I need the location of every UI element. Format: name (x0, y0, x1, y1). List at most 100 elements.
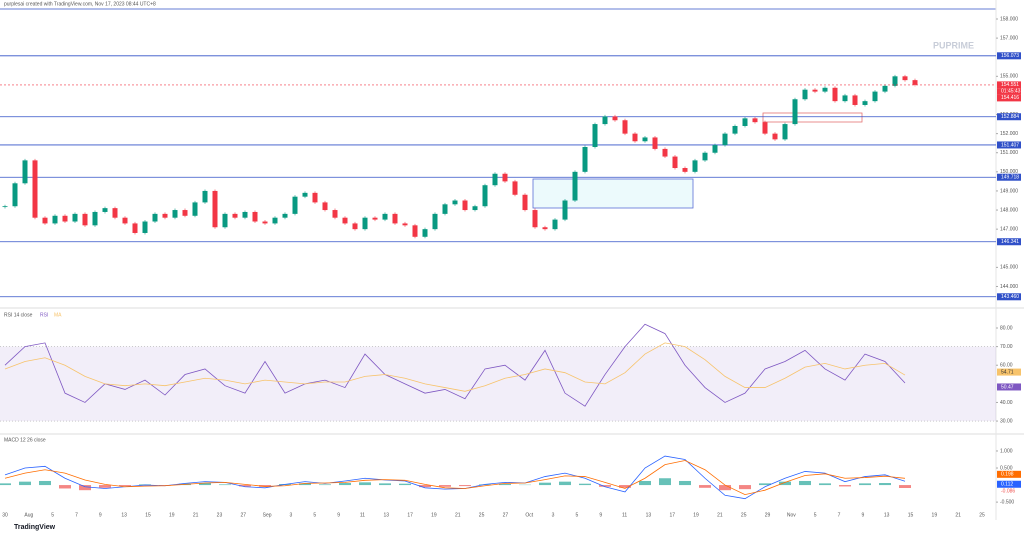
x-tick-label: 11 (622, 512, 627, 518)
y-tick-label: 147.000 (1000, 226, 1018, 232)
histogram-bar (79, 485, 91, 490)
x-tick-label: 30 (2, 512, 8, 518)
x-tick-label: 5 (51, 512, 54, 518)
y-tick-label: 151.000 (1000, 150, 1018, 156)
candle (733, 126, 738, 134)
y-tick-label: 0.500 (1000, 465, 1013, 471)
candle (183, 210, 188, 216)
candle (23, 160, 28, 183)
histogram-bar (59, 485, 71, 488)
candle (233, 214, 238, 218)
histogram-bar (399, 484, 411, 485)
x-tick-label: 19 (932, 512, 938, 518)
y-tick-label: 158.000 (1000, 16, 1018, 22)
histogram-bar (219, 484, 231, 485)
x-tick-label: 9 (599, 512, 602, 518)
x-tick-label: 25 (479, 512, 485, 518)
y-tick-label: 148.000 (1000, 207, 1018, 213)
candle (33, 160, 38, 217)
candle (623, 120, 628, 133)
x-tick-label: 17 (669, 512, 675, 518)
candle (143, 222, 148, 233)
x-tick-label: 21 (455, 512, 461, 518)
histogram-bar (539, 483, 551, 485)
histogram-bar (879, 483, 891, 485)
candle (583, 147, 588, 172)
candle (593, 124, 598, 147)
x-tick-label: 5 (576, 512, 579, 518)
candle (513, 181, 518, 194)
candle (833, 88, 838, 101)
candle (853, 95, 858, 105)
x-tick-label: 13 (646, 512, 652, 518)
watermark: PUPRIME (933, 40, 974, 50)
candle (553, 220, 558, 230)
candle (683, 168, 688, 172)
value-label: -0.086 (1001, 489, 1015, 495)
candle (53, 216, 58, 224)
y-tick-label: 149.000 (1000, 188, 1018, 194)
x-tick-label: 3 (552, 512, 555, 518)
candle (653, 137, 658, 148)
signal-line (5, 461, 905, 495)
x-tick-label: 11 (360, 512, 365, 518)
candle (613, 116, 618, 120)
y-tick-label: 155.000 (1000, 74, 1018, 80)
candle (443, 204, 448, 214)
legend-entry: MA (54, 312, 62, 318)
histogram-bar (839, 485, 851, 486)
candle (753, 118, 758, 122)
candle (223, 214, 228, 227)
x-tick-label: 13 (121, 512, 127, 518)
candle (83, 214, 88, 225)
candle (483, 185, 488, 206)
price-tag-label: 149.718 (1001, 175, 1019, 181)
candle (913, 80, 918, 85)
candle (633, 134, 638, 142)
histogram-bar (899, 485, 911, 488)
candle (383, 214, 388, 220)
histogram-bar (699, 485, 711, 488)
y-tick-label: 30.00 (1000, 418, 1013, 424)
candle (743, 118, 748, 126)
x-tick-label: 21 (955, 512, 961, 518)
histogram-bar (579, 484, 591, 485)
x-tick-label: 21 (717, 512, 723, 518)
candle (703, 153, 708, 161)
histogram-bar (19, 482, 31, 485)
histogram-bar (99, 485, 111, 488)
candle (563, 200, 568, 219)
histogram-bar (679, 481, 691, 485)
candle (283, 214, 288, 218)
candle (663, 149, 668, 157)
histogram-bar (819, 483, 831, 485)
x-tick-label: 19 (169, 512, 175, 518)
candle (643, 137, 648, 141)
price-tag-label: 152.884 (1001, 114, 1019, 120)
candle (673, 157, 678, 168)
y-tick-label: 60.00 (1000, 363, 1013, 369)
candle (793, 99, 798, 124)
x-tick-label: 13 (884, 512, 890, 518)
candle (253, 212, 258, 222)
price-tag-label: 151.407 (1001, 142, 1019, 148)
histogram-bar (39, 481, 51, 485)
candle (573, 172, 578, 201)
histogram-bar (459, 485, 471, 486)
x-tick-label: Nov (787, 512, 796, 518)
candle (903, 76, 908, 80)
histogram-bar (659, 478, 671, 485)
pane-title: MACD 12 26 close (4, 437, 46, 443)
candle (303, 193, 308, 197)
candle (323, 202, 328, 210)
candle (413, 225, 418, 236)
candle (263, 222, 268, 224)
candle (153, 214, 158, 222)
price-tag-label: 146.341 (1001, 239, 1019, 245)
candle (533, 210, 538, 227)
candle (893, 76, 898, 86)
candle (803, 90, 808, 100)
candle (873, 92, 878, 102)
x-tick-label: 19 (693, 512, 699, 518)
candle (93, 212, 98, 225)
